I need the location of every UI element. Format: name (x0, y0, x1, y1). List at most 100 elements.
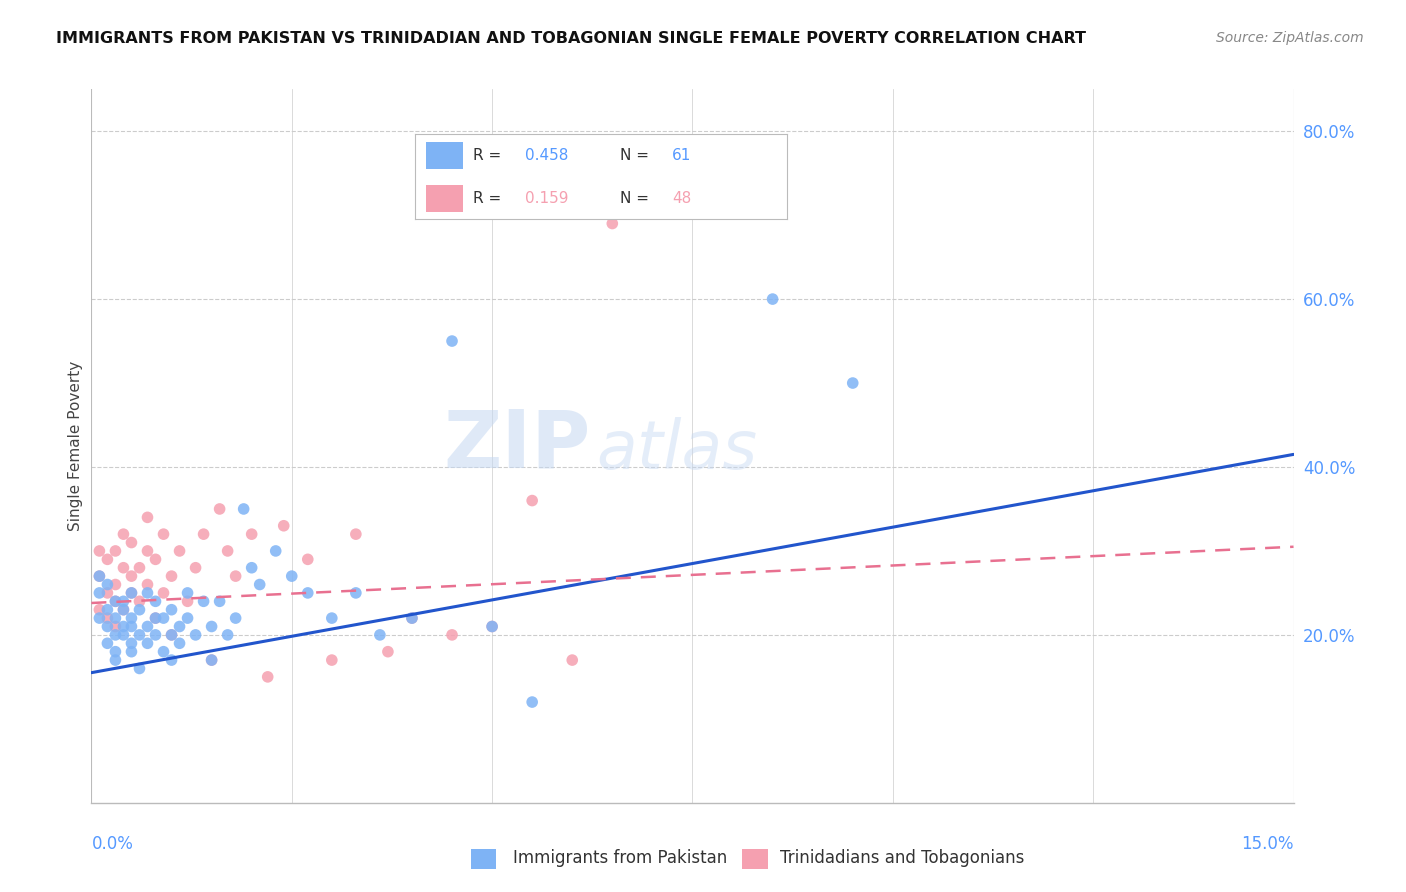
Point (264, 544, 287, 558)
Point (208, 594, 231, 608)
Point (169, 544, 191, 558)
Point (136, 619, 159, 633)
Point (136, 636, 159, 650)
Point (112, 603, 135, 617)
Point (522, 493, 544, 508)
Point (281, 569, 304, 583)
Text: Source: ZipAtlas.com: Source: ZipAtlas.com (1216, 31, 1364, 45)
Point (145, 611, 167, 625)
Point (160, 653, 183, 667)
Point (217, 544, 239, 558)
Point (160, 628, 183, 642)
Point (169, 619, 191, 633)
Point (321, 611, 343, 625)
Point (602, 217, 624, 231)
Point (128, 603, 150, 617)
Point (89, 586, 111, 600)
Point (112, 527, 135, 541)
Text: Trinidadians and Tobagonians: Trinidadians and Tobagonians (780, 849, 1025, 867)
Point (96, 611, 118, 625)
Point (104, 594, 127, 608)
Point (176, 611, 198, 625)
Point (193, 594, 215, 608)
Point (145, 594, 167, 608)
Point (128, 560, 150, 574)
Text: 0.458: 0.458 (524, 148, 568, 163)
Point (249, 577, 271, 591)
Text: IMMIGRANTS FROM PAKISTAN VS TRINIDADIAN AND TOBAGONIAN SINGLE FEMALE POVERTY COR: IMMIGRANTS FROM PAKISTAN VS TRINIDADIAN … (56, 31, 1087, 46)
Point (762, 292, 785, 306)
Point (128, 661, 150, 675)
Point (104, 544, 127, 558)
Text: N =: N = (620, 148, 654, 163)
Point (121, 569, 143, 583)
Point (201, 619, 224, 633)
Point (201, 653, 224, 667)
Point (112, 619, 135, 633)
Point (121, 645, 143, 659)
Point (160, 628, 183, 642)
Point (152, 586, 174, 600)
Point (104, 619, 127, 633)
Point (136, 510, 159, 524)
Point (184, 628, 207, 642)
Point (841, 376, 863, 390)
Point (136, 577, 159, 591)
Point (184, 560, 207, 574)
Point (321, 653, 343, 667)
Point (89, 569, 111, 583)
Point (225, 611, 247, 625)
Point (121, 619, 143, 633)
Point (201, 653, 224, 667)
Text: 0.159: 0.159 (524, 191, 568, 206)
Point (104, 628, 127, 642)
Point (297, 552, 319, 566)
Point (160, 569, 183, 583)
Point (104, 653, 127, 667)
Point (96, 586, 118, 600)
Point (344, 527, 367, 541)
Point (217, 628, 239, 642)
Point (128, 594, 150, 608)
Point (440, 628, 463, 642)
Point (104, 577, 127, 591)
Point (145, 628, 167, 642)
Text: 61: 61 (672, 148, 692, 163)
Point (240, 527, 263, 541)
Text: R =: R = (472, 191, 506, 206)
Point (112, 594, 135, 608)
Point (225, 569, 247, 583)
Point (136, 586, 159, 600)
Point (160, 603, 183, 617)
Text: 0.0%: 0.0% (91, 835, 134, 853)
Text: Immigrants from Pakistan: Immigrants from Pakistan (513, 849, 727, 867)
Point (297, 586, 319, 600)
Point (176, 586, 198, 600)
Point (96, 636, 118, 650)
Point (96, 603, 118, 617)
Point (112, 560, 135, 574)
Point (561, 653, 583, 667)
Point (273, 518, 295, 533)
Text: atlas: atlas (596, 417, 758, 483)
Point (104, 611, 127, 625)
Text: 15.0%: 15.0% (1241, 835, 1294, 853)
Point (121, 535, 143, 549)
Point (401, 611, 423, 625)
Point (256, 670, 278, 684)
Point (121, 586, 143, 600)
Point (368, 628, 391, 642)
Point (96, 552, 118, 566)
Point (96, 619, 118, 633)
Point (344, 586, 367, 600)
Point (136, 544, 159, 558)
Point (240, 560, 263, 574)
Point (152, 527, 174, 541)
Text: ZIP: ZIP (443, 407, 591, 485)
Y-axis label: Single Female Poverty: Single Female Poverty (67, 361, 83, 531)
Point (104, 645, 127, 659)
Text: N =: N = (620, 191, 654, 206)
Point (193, 527, 215, 541)
Point (145, 552, 167, 566)
Point (89, 544, 111, 558)
